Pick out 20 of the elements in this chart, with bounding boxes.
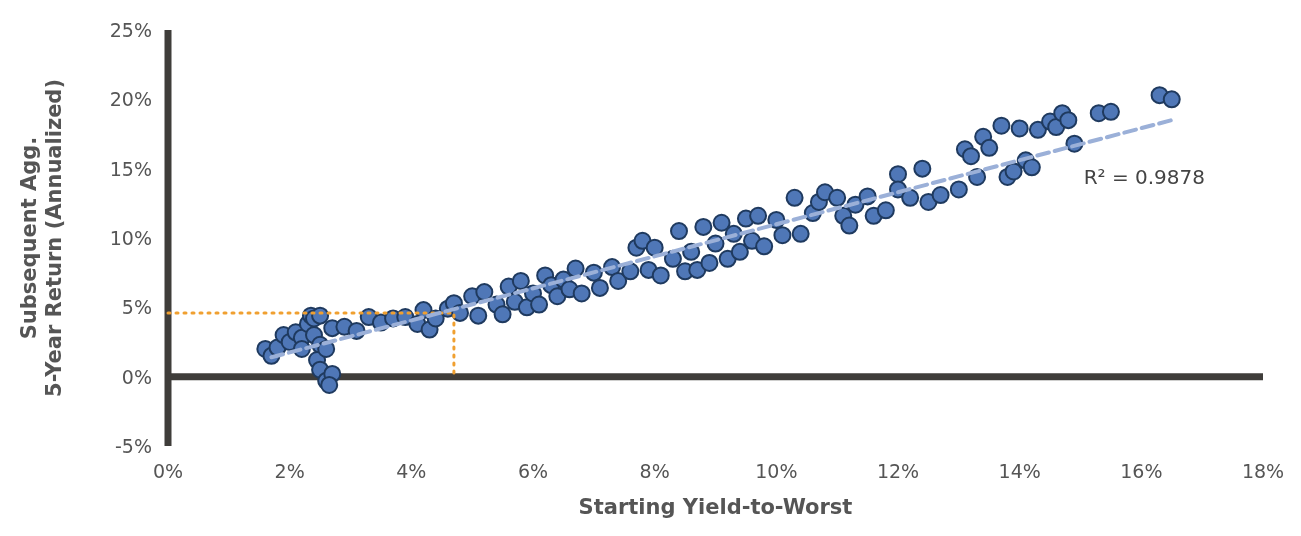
x-tick-label: 0% — [152, 460, 184, 482]
y-tick-label: 5% — [121, 296, 152, 319]
y-tick-label: 20% — [109, 88, 152, 111]
x-tick-label: 4% — [396, 460, 427, 482]
x-tick-label: 8% — [639, 460, 670, 482]
y-tick-label: 15% — [109, 157, 152, 180]
y-tick-label: -5% — [115, 435, 152, 457]
x-tick-label: 12% — [876, 460, 920, 482]
x-tick-label: 18% — [1241, 460, 1285, 482]
annotation: R² = 0.9878 — [1083, 165, 1205, 189]
x-axis-title: Starting Yield-to-Worst — [578, 495, 853, 519]
y-axis-title: Subsequent Agg. 5-Year Return (Annualized) — [17, 79, 66, 397]
x-tick-label: 16% — [1120, 460, 1163, 482]
x-tick-label: 2% — [274, 460, 305, 482]
x-tick-label: 14% — [998, 460, 1041, 482]
y-tick-label: 25% — [109, 19, 152, 41]
x-tick-label: 10% — [755, 460, 798, 482]
y-tick-label: 0% — [121, 365, 152, 388]
y-tick-label: 10% — [109, 227, 152, 249]
x-tick-label: 6% — [517, 460, 549, 482]
